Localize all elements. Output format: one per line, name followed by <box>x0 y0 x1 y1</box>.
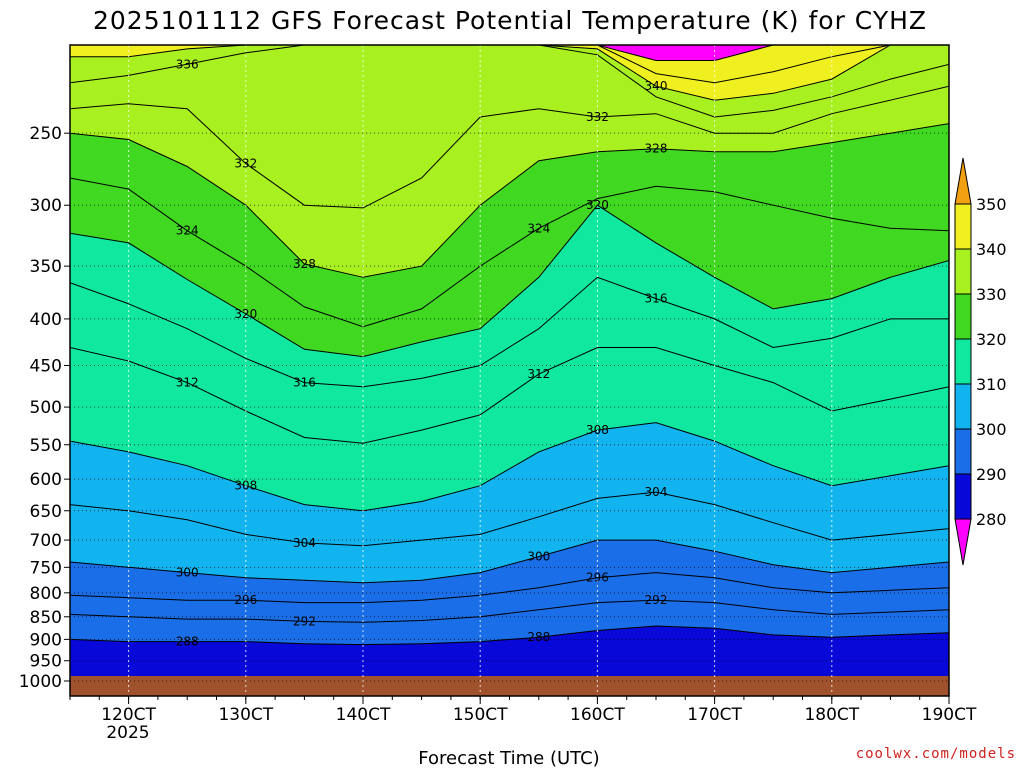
y-tick-label: 450 <box>30 357 62 377</box>
contour-304 <box>70 491 949 547</box>
y-tick-label: 600 <box>30 470 62 490</box>
contour-312 <box>70 347 949 444</box>
y-tick-label: 900 <box>30 630 62 650</box>
contour-label: 336 <box>176 57 199 71</box>
contour-label: 340 <box>645 79 668 93</box>
x-tick-label: 120CT <box>101 705 156 725</box>
x-axis-label: Forecast Time (UTC) <box>418 748 599 768</box>
colorbar: 350 340 330 320 310 300 290 280 <box>954 157 1007 566</box>
contour-label: 300 <box>176 566 199 580</box>
contour-308 <box>70 422 949 512</box>
contour-label: 328 <box>293 257 316 271</box>
colorbar-label: 330 <box>976 285 1007 304</box>
y-tick-label: 1000 <box>19 672 62 692</box>
colorbar-segment <box>954 428 972 475</box>
x-axis-year: 2025 <box>106 723 149 743</box>
contour-lines <box>70 45 949 646</box>
credit-text: coolwx.com/models <box>856 746 1016 762</box>
colorbar-label: 280 <box>976 510 1007 529</box>
contour-340 <box>70 45 949 101</box>
contour-labels: 340 336 332 332 328 328 324 324 320 320 316 316 312 3… <box>176 57 668 648</box>
x-tick-label: 180CT <box>804 705 859 725</box>
y-tick-label: 850 <box>30 608 62 628</box>
contour-336 <box>70 45 949 118</box>
x-axis: 120CT 130CT 140CT 150CT 160CT 170CT 180CT 190CT <box>69 696 977 725</box>
x-tick-label: 150CT <box>453 705 508 725</box>
contour-344 <box>70 45 949 84</box>
contour-label: 324 <box>527 221 550 235</box>
contour-label: 320 <box>586 198 609 212</box>
contour-label: 316 <box>293 376 316 390</box>
colorbar-label: 320 <box>976 330 1007 349</box>
contour-label: 332 <box>234 157 257 171</box>
contour-label: 332 <box>586 110 609 124</box>
theta-fill-bands <box>70 45 949 696</box>
y-tick-label: 500 <box>30 398 62 418</box>
colorbar-segment <box>954 203 972 250</box>
contour-label: 300 <box>527 550 550 564</box>
y-tick-label: 550 <box>30 436 62 456</box>
y-tick-label: 350 <box>30 257 62 277</box>
contour-332 <box>70 85 949 209</box>
contour-label: 328 <box>645 142 668 156</box>
y-tick-label: 300 <box>30 196 62 216</box>
y-tick-label: 400 <box>30 310 62 330</box>
contour-label: 296 <box>234 593 257 607</box>
colorbar-segment <box>954 293 972 340</box>
colorbar-label: 290 <box>976 465 1007 484</box>
contour-320 <box>70 204 949 358</box>
y-tick-label: 650 <box>30 502 62 522</box>
contour-label: 312 <box>176 376 199 390</box>
contour-label: 288 <box>176 635 199 649</box>
chart-title: 2025101112 GFS Forecast Potential Temper… <box>93 6 927 35</box>
x-tick-label: 190CT <box>922 705 977 725</box>
contour-296 <box>70 572 949 604</box>
contour-label: 308 <box>234 479 257 493</box>
contour-label: 296 <box>586 571 609 585</box>
contour-label: 288 <box>527 630 550 644</box>
contour-label: 312 <box>527 367 550 381</box>
x-tick-label: 170CT <box>687 705 742 725</box>
colorbar-segment <box>954 338 972 385</box>
colorbar-label: 340 <box>976 240 1007 259</box>
y-tick-label: 250 <box>30 124 62 144</box>
contour-label: 292 <box>293 614 316 628</box>
y-tick-label: 750 <box>30 558 62 578</box>
colorbar-top-arrow <box>954 157 972 205</box>
colorbar-segment <box>954 383 972 430</box>
contour-label: 308 <box>586 423 609 437</box>
contour-324 <box>70 177 949 328</box>
y-tick-label: 700 <box>30 531 62 551</box>
y-tick-label: 950 <box>30 652 62 672</box>
y-tick-label: 800 <box>30 584 62 604</box>
contour-316 <box>70 276 949 388</box>
colorbar-segment <box>954 248 972 295</box>
colorbar-label: 310 <box>976 375 1007 394</box>
x-tick-label: 140CT <box>336 705 391 725</box>
colorbar-bottom-arrow <box>954 518 972 566</box>
contour-label: 304 <box>293 536 316 550</box>
contour-label: 320 <box>234 307 257 321</box>
y-axis: 2503003504004505005506006507007508008509… <box>19 124 70 692</box>
contour-label: 324 <box>176 224 199 238</box>
x-tick-label: 160CT <box>570 705 625 725</box>
contour-328 <box>70 123 949 278</box>
ground-terrain <box>70 676 949 696</box>
grid-lines <box>70 45 949 696</box>
x-tick-label: 130CT <box>218 705 273 725</box>
contour-300 <box>70 539 949 584</box>
contour-label: 316 <box>645 292 668 306</box>
colorbar-segment <box>954 473 972 520</box>
colorbar-label: 350 <box>976 195 1007 214</box>
colorbar-label: 300 <box>976 420 1007 439</box>
contour-292 <box>70 599 949 623</box>
contour-label: 292 <box>645 593 668 607</box>
contour-label: 304 <box>645 485 668 499</box>
contour-288 <box>70 625 949 646</box>
